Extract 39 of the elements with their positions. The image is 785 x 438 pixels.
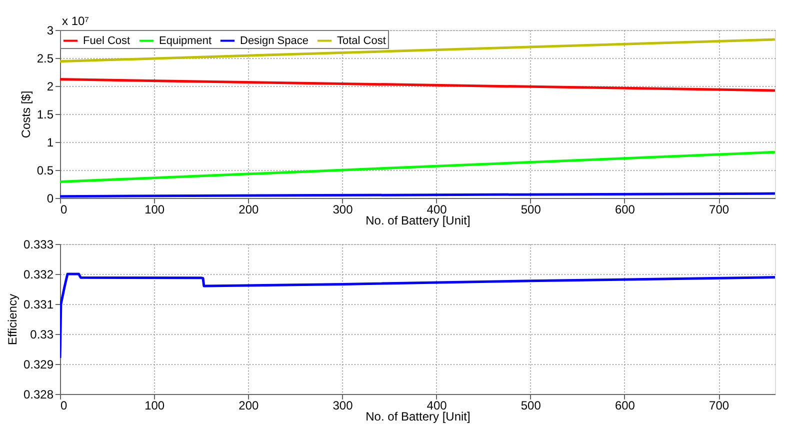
line-series: [60, 272, 775, 360]
x-tick-label: 300: [332, 202, 354, 216]
y-tick-label: 1.5: [36, 108, 54, 122]
x-tick-label: 600: [614, 398, 636, 412]
x-tick-label: 0: [60, 398, 68, 412]
y-tick-label: 0.333: [23, 238, 54, 252]
y-tick-label: 2: [46, 80, 54, 94]
legend-label: Design Space: [240, 34, 308, 47]
y-tick-label: 0.329: [23, 358, 54, 372]
x-axis-title: No. of Battery [Unit]: [366, 214, 470, 228]
x-tick-label: 100: [144, 398, 165, 412]
x-tick-label: 600: [614, 202, 636, 216]
y-axis-title: Costs [$]: [18, 90, 33, 138]
text: x 10⁷: [62, 14, 90, 28]
y-tick-label: 2.5: [36, 52, 54, 66]
legend-label: Fuel Cost: [83, 34, 130, 47]
y-tick-label: 0.5: [36, 164, 54, 178]
x-tick-label: 700: [709, 202, 730, 216]
x-tick-label: 200: [238, 398, 259, 412]
x-tick-label: 500: [520, 398, 542, 412]
x-tick-label: 0: [60, 202, 68, 216]
x-tick-label: 400: [426, 398, 448, 412]
legend-label: Equipment: [159, 34, 212, 47]
x-tick-label: 100: [144, 202, 165, 216]
y-tick-label: 0.332: [23, 268, 54, 282]
x-tick-label: 200: [238, 202, 259, 216]
x-tick-label: 400: [426, 202, 448, 216]
y-axis-title: Efficiency: [5, 294, 20, 346]
y-tick-label: 0.328: [23, 388, 54, 402]
legend-label: Total Cost: [337, 34, 386, 47]
y-tick-label: 3: [46, 24, 54, 38]
y-tick-label: 0.33: [30, 328, 54, 342]
x-tick-label: 300: [332, 398, 354, 412]
y-tick-label: 0: [46, 192, 54, 206]
x-axis-title: No. of Battery [Unit]: [366, 410, 470, 424]
y-tick-label: 1: [46, 136, 54, 150]
x-tick-label: 700: [709, 398, 730, 412]
x-tick-label: 500: [520, 202, 542, 216]
y-tick-label: 0.331: [23, 298, 54, 312]
